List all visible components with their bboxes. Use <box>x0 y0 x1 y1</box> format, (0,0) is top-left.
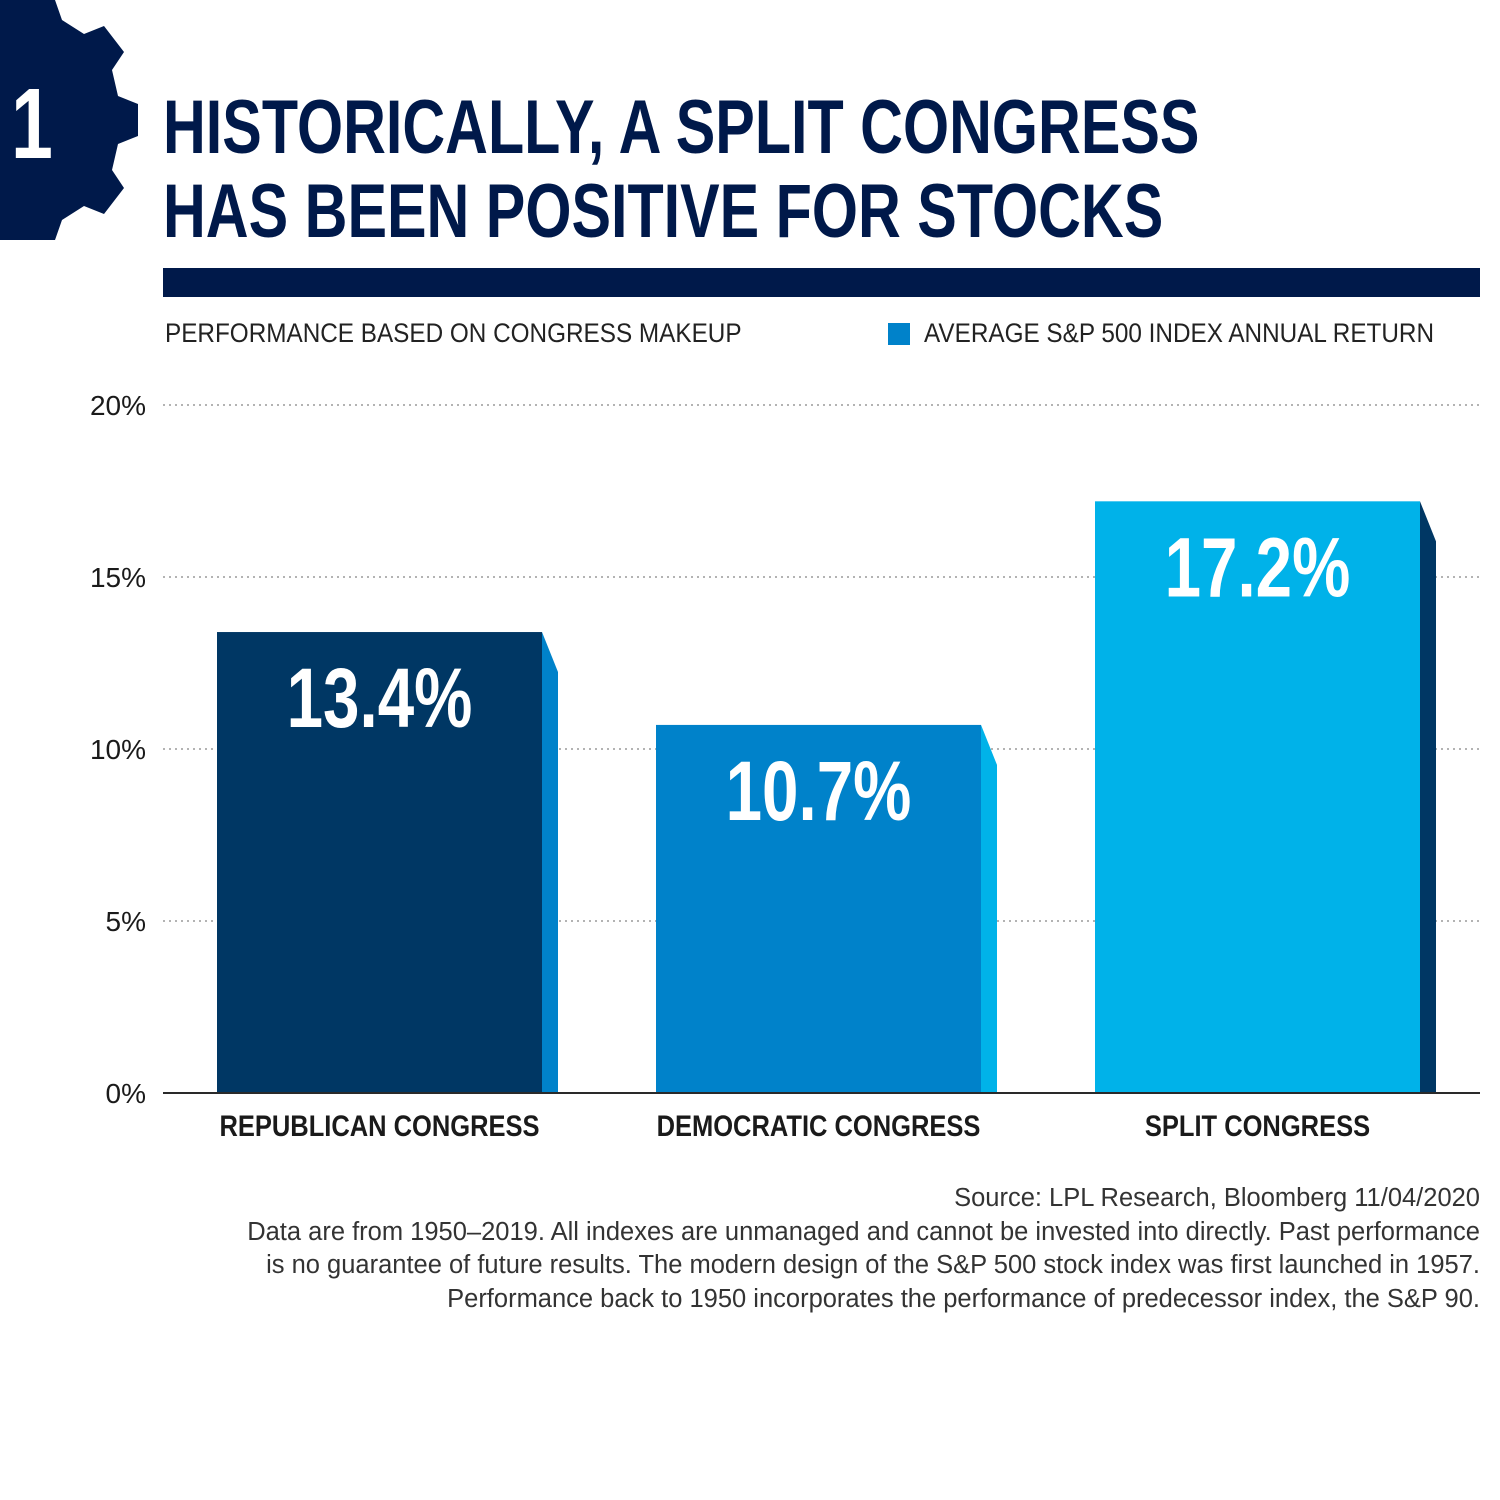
y-tick-label: 10% <box>90 734 146 765</box>
y-tick-label: 20% <box>90 390 146 421</box>
bar-value-label: 10.7% <box>726 744 912 838</box>
y-tick-label: 0% <box>106 1078 146 1109</box>
x-category-label: DEMOCRATIC CONGRESS <box>657 1109 981 1142</box>
chart-footer: Source: LPL Research, Bloomberg 11/04/20… <box>180 1182 1480 1316</box>
chart-legend: AVERAGE S&P 500 INDEX ANNUAL RETURN <box>888 318 1453 349</box>
disclaimer-line-2: is no guarantee of future results. The m… <box>266 1251 1480 1279</box>
title-line-2: HAS BEEN POSITIVE FOR STOCKS <box>163 169 1164 254</box>
chart-subtitle: PERFORMANCE BASED ON CONGRESS MAKEUP <box>165 318 742 348</box>
bar <box>656 724 981 1093</box>
badge-number: 1 <box>11 67 53 179</box>
bar-side <box>542 632 558 1093</box>
x-category-label: SPLIT CONGRESS <box>1145 1109 1370 1142</box>
title-rule <box>163 268 1480 297</box>
bar <box>1095 501 1420 1093</box>
bar <box>217 632 542 1093</box>
title-line-1: HISTORICALLY, A SPLIT CONGRESS <box>163 85 1200 170</box>
y-tick-label: 15% <box>90 562 146 593</box>
legend-swatch <box>888 322 911 345</box>
gear-badge-icon: 1 <box>0 0 138 240</box>
bar-side <box>1420 501 1436 1093</box>
bar-value-label: 17.2% <box>1165 520 1351 614</box>
disclaimer-line-3: Performance back to 1950 incorporates th… <box>447 1284 1480 1313</box>
source-note: Source: LPL Research, Bloomberg 11/04/20… <box>954 1184 1480 1212</box>
y-tick-label: 5% <box>106 906 146 937</box>
disclaimer-line-1: Data are from 1950–2019. All indexes are… <box>247 1217 1480 1246</box>
bar-value-label: 13.4% <box>287 651 473 745</box>
bar-side <box>981 724 997 1093</box>
legend-label: AVERAGE S&P 500 INDEX ANNUAL RETURN <box>924 318 1435 348</box>
x-category-label: REPUBLICAN CONGRESS <box>219 1109 539 1142</box>
page-title: HISTORICALLY, A SPLIT CONGRESS HAS BEEN … <box>163 86 1199 254</box>
